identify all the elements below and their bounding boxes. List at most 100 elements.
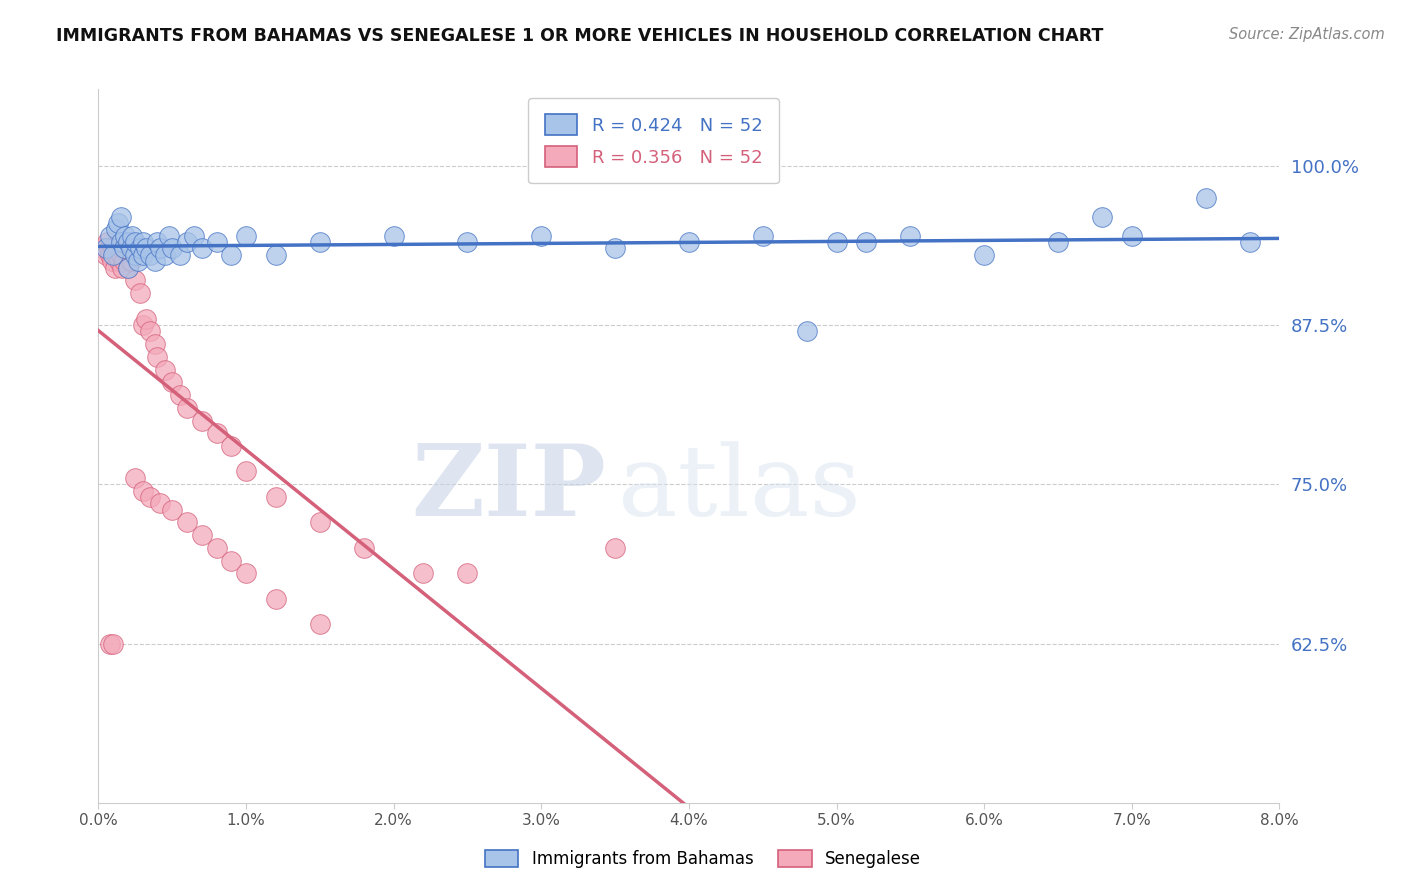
Legend: Immigrants from Bahamas, Senegalese: Immigrants from Bahamas, Senegalese	[478, 843, 928, 875]
Point	[112, 242, 135, 256]
Point	[1239, 235, 1261, 249]
Point	[605, 242, 627, 256]
Point	[103, 636, 125, 650]
Point	[98, 228, 121, 243]
Point	[143, 337, 166, 351]
Point	[264, 490, 287, 504]
Point	[973, 248, 995, 262]
Point	[176, 516, 198, 530]
Text: atlas: atlas	[619, 441, 860, 537]
Point	[382, 228, 405, 243]
Point	[1121, 228, 1143, 243]
Point	[678, 235, 700, 249]
Point	[235, 228, 257, 243]
Point	[191, 413, 214, 427]
Point	[605, 541, 627, 555]
Point	[104, 260, 127, 275]
Point	[105, 222, 128, 236]
Point	[153, 248, 176, 262]
Point	[205, 541, 228, 555]
Point	[309, 516, 332, 530]
Point	[97, 242, 120, 256]
Point	[353, 541, 375, 555]
Point	[146, 350, 169, 364]
Point	[117, 235, 139, 249]
Point	[139, 490, 162, 504]
Point	[900, 228, 922, 243]
Point	[412, 566, 434, 581]
Point	[107, 216, 129, 230]
Point	[169, 248, 191, 262]
Point	[110, 248, 132, 262]
Point	[162, 376, 183, 390]
Text: Source: ZipAtlas.com: Source: ZipAtlas.com	[1229, 27, 1385, 42]
Point	[107, 242, 129, 256]
Point	[121, 228, 143, 243]
Point	[139, 248, 162, 262]
Point	[1195, 190, 1218, 204]
Point	[205, 235, 228, 249]
Point	[149, 242, 172, 256]
Point	[112, 254, 135, 268]
Point	[157, 228, 180, 243]
Point	[105, 248, 128, 262]
Point	[162, 502, 183, 516]
Point	[135, 311, 157, 326]
Point	[124, 273, 146, 287]
Point	[127, 254, 149, 268]
Point	[457, 566, 479, 581]
Point	[128, 286, 150, 301]
Point	[103, 248, 125, 262]
Point	[235, 566, 257, 581]
Point	[146, 235, 169, 249]
Point	[176, 235, 198, 249]
Point	[309, 617, 332, 632]
Point	[114, 228, 136, 243]
Point	[94, 248, 117, 262]
Point	[128, 242, 150, 256]
Point	[191, 242, 214, 256]
Point	[110, 235, 132, 249]
Point	[221, 439, 243, 453]
Point	[111, 260, 134, 275]
Point	[169, 388, 191, 402]
Point	[530, 228, 553, 243]
Point	[103, 242, 125, 256]
Point	[457, 235, 479, 249]
Point	[143, 254, 166, 268]
Point	[221, 554, 243, 568]
Point	[124, 248, 146, 262]
Point	[120, 242, 142, 256]
Point	[825, 235, 848, 249]
Point	[96, 235, 118, 249]
Point	[796, 324, 818, 338]
Point	[110, 210, 132, 224]
Point	[100, 254, 122, 268]
Text: IMMIGRANTS FROM BAHAMAS VS SENEGALESE 1 OR MORE VEHICLES IN HOUSEHOLD CORRELATIO: IMMIGRANTS FROM BAHAMAS VS SENEGALESE 1 …	[56, 27, 1104, 45]
Point	[191, 528, 214, 542]
Point	[120, 254, 142, 268]
Point	[114, 242, 136, 256]
Text: ZIP: ZIP	[412, 441, 606, 537]
Point	[139, 324, 162, 338]
Point	[91, 242, 114, 256]
Point	[1046, 235, 1070, 249]
Legend: R = 0.424   N = 52, R = 0.356   N = 52: R = 0.424 N = 52, R = 0.356 N = 52	[529, 98, 779, 183]
Point	[132, 318, 155, 332]
Point	[108, 254, 131, 268]
Point	[132, 248, 155, 262]
Point	[221, 248, 243, 262]
Point	[205, 426, 228, 441]
Point	[855, 235, 877, 249]
Point	[264, 248, 287, 262]
Point	[98, 636, 121, 650]
Point	[153, 362, 176, 376]
Point	[1091, 210, 1114, 224]
Point	[183, 228, 205, 243]
Point	[235, 465, 257, 479]
Point	[94, 242, 117, 256]
Point	[124, 235, 146, 249]
Point	[132, 235, 155, 249]
Point	[135, 242, 157, 256]
Point	[117, 260, 139, 275]
